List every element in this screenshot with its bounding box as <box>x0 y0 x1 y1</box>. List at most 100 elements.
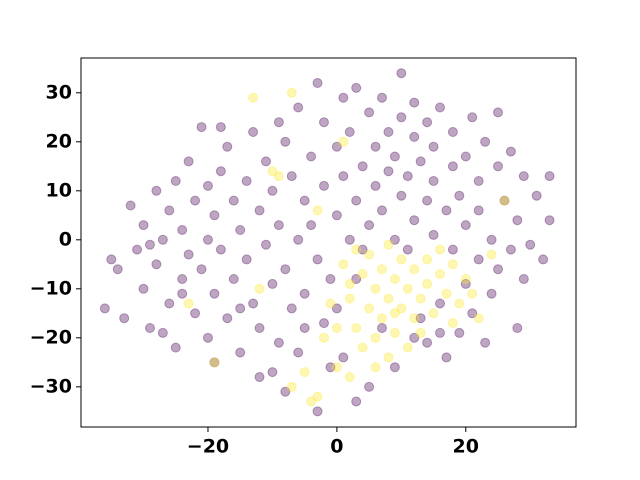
scatter-point <box>157 234 168 245</box>
scatter-point <box>518 274 529 285</box>
scatter-point <box>499 195 510 206</box>
scatter-point <box>260 156 271 167</box>
scatter-point <box>144 239 155 250</box>
scatter-point <box>435 244 446 255</box>
scatter-point <box>396 68 407 79</box>
y-tick-label: 30 <box>46 81 72 103</box>
scatter-point <box>454 327 465 338</box>
scatter-point <box>344 234 355 245</box>
scatter-point <box>325 298 336 309</box>
scatter-point <box>293 347 304 358</box>
scatter-point <box>467 308 478 319</box>
scatter-point <box>235 347 246 358</box>
scatter-point <box>415 293 426 304</box>
scatter-point <box>435 269 446 280</box>
scatter-point <box>222 313 233 324</box>
scatter-point <box>422 337 433 348</box>
scatter-point <box>299 323 310 334</box>
scatter-point <box>151 259 162 270</box>
scatter-point <box>318 332 329 343</box>
scatter-point <box>518 171 529 182</box>
scatter-point <box>370 141 381 152</box>
scatter-point <box>306 220 317 231</box>
scatter-point <box>293 234 304 245</box>
scatter-point <box>209 357 220 368</box>
scatter-point <box>273 337 284 348</box>
y-tick-label: −10 <box>30 277 72 299</box>
scatter-point <box>409 264 420 275</box>
y-tick-label: −30 <box>30 375 72 397</box>
scatter-point <box>376 313 387 324</box>
scatter-point <box>235 225 246 236</box>
scatter-point <box>422 254 433 265</box>
scatter-point <box>318 318 329 329</box>
scatter-point <box>312 406 323 417</box>
scatter-point <box>209 357 220 368</box>
scatter-point <box>409 313 420 324</box>
scatter-point <box>357 269 368 280</box>
scatter-point <box>467 112 478 123</box>
scatter-point <box>235 303 246 314</box>
scatter-point <box>273 171 284 182</box>
scatter-point <box>447 259 458 270</box>
scatter-point <box>260 239 271 250</box>
scatter-point <box>177 288 188 299</box>
scatter-point <box>376 323 387 334</box>
points <box>99 68 555 417</box>
x-tick-label: 20 <box>453 436 479 458</box>
scatter-point <box>132 244 143 255</box>
scatter-point <box>318 180 329 191</box>
scatter-point <box>480 337 491 348</box>
scatter-point <box>544 215 555 226</box>
plot-frame <box>80 57 577 428</box>
scatter-point <box>499 195 510 206</box>
scatter-point <box>215 244 226 255</box>
scatter-point <box>344 126 355 137</box>
scatter-point <box>170 176 181 186</box>
scatter-point <box>144 323 155 334</box>
scatter-point <box>473 254 484 265</box>
y-tick-label: 20 <box>46 130 72 152</box>
scatter-point <box>344 293 355 304</box>
scatter-point <box>428 229 439 240</box>
scatter-point <box>202 234 213 245</box>
scatter-point <box>415 327 426 338</box>
scatter-point <box>493 161 504 172</box>
y-tick-label: 10 <box>46 179 72 201</box>
scatter-point <box>473 205 484 216</box>
scatter-point <box>125 200 136 211</box>
scatter-point <box>364 381 375 392</box>
scatter-point <box>286 381 297 392</box>
scatter-point <box>241 254 252 265</box>
scatter-point <box>389 274 400 285</box>
scatter-point <box>164 298 175 309</box>
scatter-point <box>505 244 516 255</box>
scatter-point <box>170 342 181 353</box>
scatter-point <box>112 264 123 275</box>
scatter-point <box>357 342 368 353</box>
scatter-point <box>447 318 458 329</box>
scatter-point <box>435 298 446 309</box>
scatter-point <box>383 293 394 304</box>
scatter-point <box>267 185 278 196</box>
scatter-point <box>467 288 478 299</box>
scatter-point <box>119 313 130 324</box>
scatter-point <box>525 239 536 250</box>
scatter-point <box>370 332 381 343</box>
scatter-point <box>383 239 394 250</box>
scatter-point <box>486 234 497 245</box>
scatter-point <box>402 283 413 294</box>
scatter-point <box>364 107 375 118</box>
scatter-point <box>351 396 362 407</box>
scatter-point <box>254 372 265 383</box>
scatter-point <box>338 259 349 270</box>
scatter-point <box>447 161 458 172</box>
scatter-point <box>351 82 362 93</box>
scatter-point <box>286 171 297 182</box>
scatter-point <box>325 362 336 373</box>
scatter-point <box>273 117 284 128</box>
scatter-point <box>344 278 355 289</box>
